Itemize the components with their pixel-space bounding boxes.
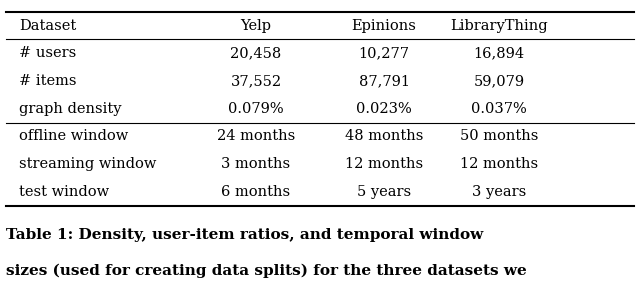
Text: 87,791: 87,791 [358, 74, 410, 88]
Text: offline window: offline window [19, 129, 129, 143]
Text: 59,079: 59,079 [474, 74, 525, 88]
Text: 0.079%: 0.079% [228, 102, 284, 116]
Text: Yelp: Yelp [241, 19, 271, 33]
Text: 5 years: 5 years [357, 185, 411, 199]
Text: LibraryThing: LibraryThing [451, 19, 548, 33]
Text: # users: # users [19, 46, 76, 60]
Text: 3 years: 3 years [472, 185, 526, 199]
Text: # items: # items [19, 74, 77, 88]
Text: test window: test window [19, 185, 109, 199]
Text: 37,552: 37,552 [230, 74, 282, 88]
Text: 10,277: 10,277 [358, 46, 410, 60]
Text: 12 months: 12 months [345, 157, 423, 171]
Text: 20,458: 20,458 [230, 46, 282, 60]
Text: sizes (used for creating data splits) for the three datasets we: sizes (used for creating data splits) fo… [6, 263, 527, 278]
Text: 0.037%: 0.037% [471, 102, 527, 116]
Text: 12 months: 12 months [460, 157, 538, 171]
Text: 3 months: 3 months [221, 157, 291, 171]
Text: Epinions: Epinions [351, 19, 417, 33]
Text: 16,894: 16,894 [474, 46, 525, 60]
Text: 24 months: 24 months [217, 129, 295, 143]
Text: graph density: graph density [19, 102, 122, 116]
Text: 0.023%: 0.023% [356, 102, 412, 116]
Text: Table 1: Density, user-item ratios, and temporal window: Table 1: Density, user-item ratios, and … [6, 228, 484, 242]
Text: Dataset: Dataset [19, 19, 76, 33]
Text: 48 months: 48 months [345, 129, 423, 143]
Text: 50 months: 50 months [460, 129, 538, 143]
Text: streaming window: streaming window [19, 157, 157, 171]
Text: 6 months: 6 months [221, 185, 291, 199]
